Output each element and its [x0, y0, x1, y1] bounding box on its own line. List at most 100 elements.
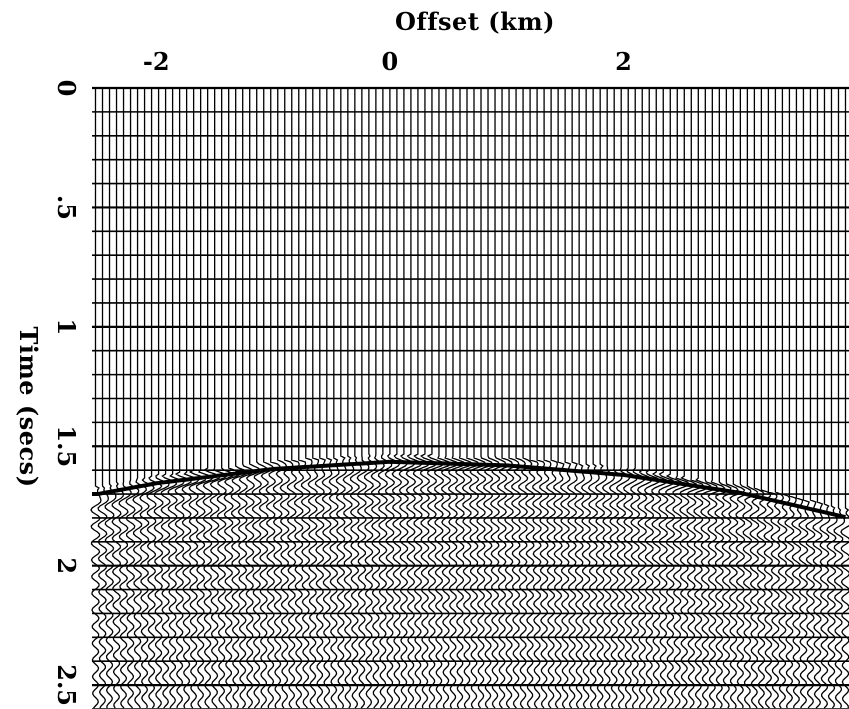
seismic-trace [349, 88, 362, 709]
seismic-trace [532, 88, 546, 709]
seismic-trace [461, 88, 480, 709]
seismic-trace [132, 88, 148, 709]
time-gridlines [92, 86, 849, 709]
x-tick-labels: -2 0 2 [143, 47, 632, 76]
y-tick-label: 0 [52, 80, 81, 97]
seismic-trace [433, 88, 453, 709]
seismic-trace [279, 88, 294, 709]
seismic-trace [321, 88, 333, 709]
seismic-trace [608, 88, 623, 709]
seismic-trace [195, 88, 214, 709]
seismic-trace [454, 88, 474, 709]
seismic-trace [286, 88, 300, 709]
seismic-trace [363, 88, 378, 709]
seismic-trace [798, 88, 810, 709]
seismic-trace [342, 88, 355, 709]
seismic-trace [490, 88, 507, 709]
seismic-trace [419, 88, 438, 709]
seismic-trace [104, 88, 117, 709]
seismic-trace [630, 88, 646, 709]
seismic-trace [468, 88, 487, 709]
seismic-trace [756, 88, 772, 709]
seismic-trace [370, 88, 385, 709]
y-tick-label: 2 [52, 557, 81, 574]
seismic-trace [181, 88, 200, 709]
seismic-trace [580, 88, 593, 709]
seismic-trace [202, 88, 221, 709]
seismic-trace [139, 88, 155, 709]
reflector-event [92, 459, 846, 520]
seismic-trace [721, 88, 739, 709]
seismic-trace [573, 88, 586, 709]
seismic-trace [826, 88, 838, 709]
seismic-trace [770, 88, 785, 709]
seismic-trace [777, 88, 791, 709]
seismic-trace [518, 88, 533, 709]
seismic-trace [657, 88, 676, 709]
seismic-trace [643, 88, 661, 709]
x-tick-label: 0 [382, 47, 399, 76]
seismic-trace [90, 88, 102, 709]
seismic-trace [587, 88, 600, 709]
seismic-trace [651, 88, 668, 709]
seismic-trace [335, 88, 347, 709]
seismic-trace [314, 88, 326, 709]
seismic-trace [791, 88, 804, 709]
seismic-trace [497, 88, 514, 709]
seismic-trace [594, 88, 608, 709]
x-tick-label: -2 [143, 47, 170, 76]
seismic-trace [805, 88, 817, 709]
seismic-trace [174, 88, 192, 709]
seismic-trace [293, 88, 307, 709]
seismic-trace [426, 88, 445, 709]
seismic-trace [840, 88, 849, 709]
seismic-trace [819, 88, 831, 709]
y-tick-label: .5 [52, 195, 81, 220]
seismic-trace [735, 88, 752, 709]
seismic-trace [216, 88, 235, 709]
seismic-trace [153, 88, 170, 709]
seismic-trace [440, 88, 460, 709]
seismic-trace [525, 88, 539, 709]
seismic-trace [560, 88, 572, 709]
seismic-trace [391, 88, 408, 709]
seismic-trace [272, 88, 288, 709]
seismic-trace [749, 88, 766, 709]
seismic-trace [97, 88, 109, 709]
seismic-trace [230, 88, 249, 709]
seismic-trace [679, 88, 698, 709]
seismic-trace [742, 88, 759, 709]
seismic-trace [693, 88, 712, 709]
seismic-traces [90, 88, 849, 709]
x-tick-label: 2 [615, 47, 632, 76]
seismic-trace [728, 88, 746, 709]
seismic-trace [160, 88, 178, 709]
y-tick-labels: 0 .5 1 1.5 2 2.5 [52, 80, 81, 706]
seismic-trace [511, 88, 527, 709]
seismic-trace [475, 88, 494, 709]
y-tick-label: 1.5 [52, 425, 81, 467]
seismic-trace [111, 88, 125, 709]
seismic-trace [482, 88, 501, 709]
seismic-trace [188, 88, 207, 709]
seismic-trace [714, 88, 732, 709]
seismic-trace [384, 88, 401, 709]
y-axis-label: Time (secs) [14, 326, 43, 487]
seismic-trace [244, 88, 262, 709]
seismic-trace [700, 88, 718, 709]
seismic-trace [566, 88, 579, 709]
seismic-trace [707, 88, 726, 709]
seismic-trace [251, 88, 268, 709]
seismic-trace [328, 88, 340, 709]
seismic-trace [833, 88, 846, 709]
seismic-trace [307, 88, 320, 709]
seismic-trace [125, 88, 140, 709]
seismic-trace [812, 88, 824, 709]
seismic-trace [377, 88, 393, 709]
seismic-trace [686, 88, 705, 709]
x-axis-label: Offset (km) [395, 7, 555, 36]
seismic-trace [503, 88, 520, 709]
wiggle-plot-area [90, 86, 849, 709]
seismic-trace [447, 88, 467, 709]
